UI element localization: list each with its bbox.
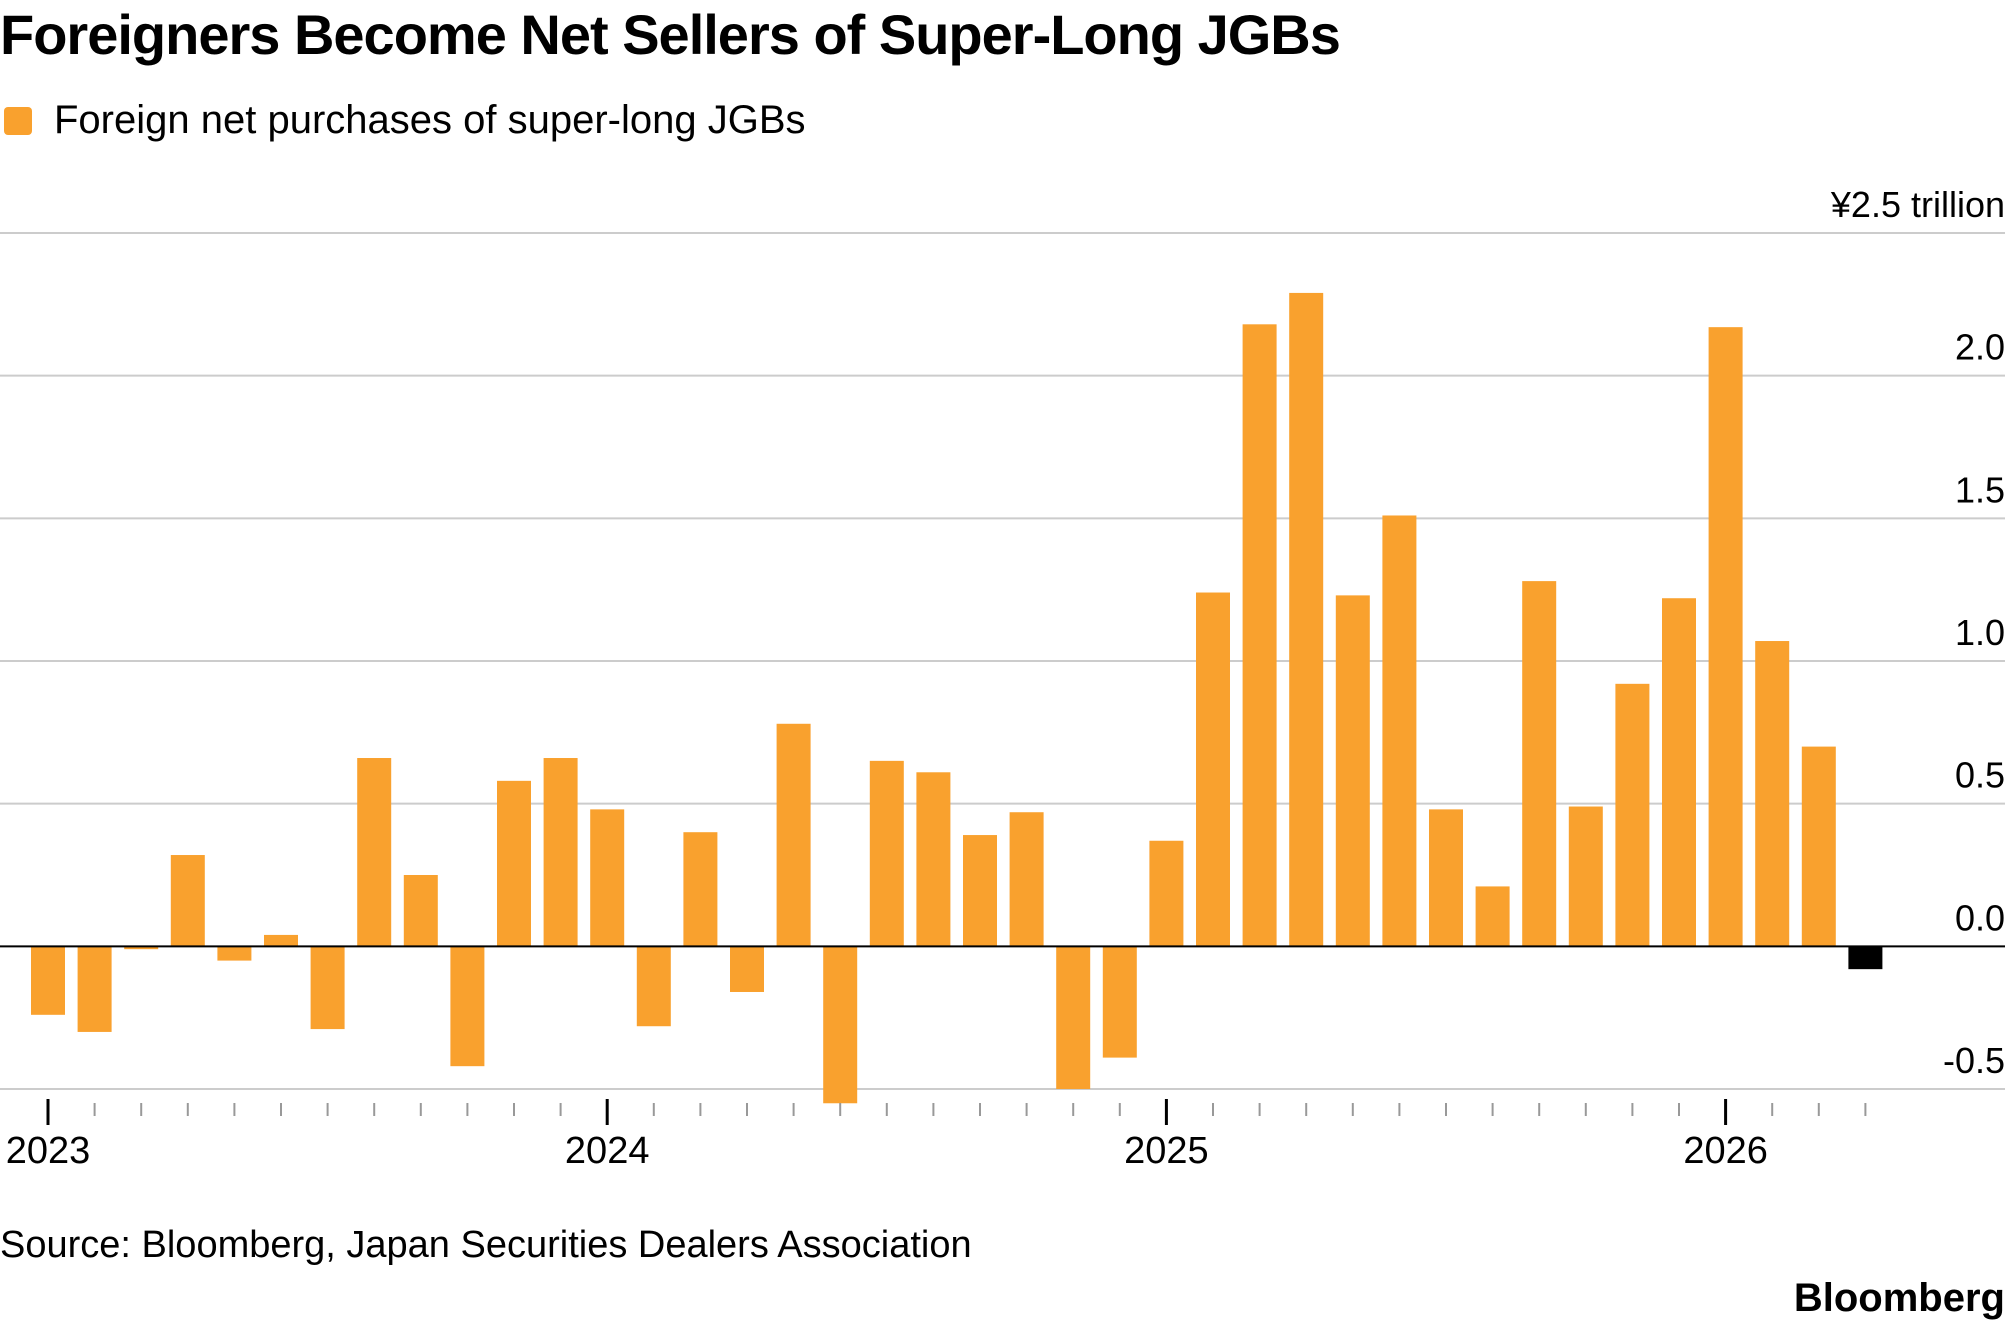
bar-2026-01	[1708, 327, 1743, 947]
legend-label: Foreign net purchases of super-long JGBs	[54, 98, 806, 142]
bar-2023-08	[357, 758, 392, 947]
bar-2025-07	[1429, 809, 1463, 947]
bar-2023-09	[403, 875, 438, 947]
bar-2024-11	[1056, 946, 1091, 1089]
bar-2023-06	[264, 934, 298, 947]
gridlines	[0, 232, 2005, 1090]
bar-2024-05	[776, 723, 811, 947]
bar-2026-02	[1755, 641, 1790, 947]
bar-2025-10	[1568, 806, 1603, 947]
y-tick-label: 1.5	[1955, 469, 2005, 510]
bar-2023-04	[170, 855, 205, 947]
chart-title: Foreigners Become Net Sellers of Super-L…	[0, 3, 1341, 66]
bar-2025-04	[1289, 292, 1324, 947]
bar-2025-03	[1242, 324, 1277, 947]
bloomberg-logo: Bloomberg	[1793, 1276, 2005, 1320]
bars	[31, 292, 1883, 1104]
bar-2023-03	[124, 946, 159, 950]
bar-2023-11	[497, 780, 531, 947]
bar-2025-08	[1475, 886, 1510, 947]
bar-2024-02	[636, 946, 671, 1027]
x-tick-label: 2023	[6, 1130, 91, 1172]
bar-2024-08	[916, 772, 951, 947]
y-tick-label: 2.0	[1955, 327, 2005, 368]
bar-2023-07	[310, 946, 345, 1030]
bar-2025-09	[1522, 581, 1557, 947]
bar-2024-04	[730, 946, 764, 992]
bar-2024-01	[590, 809, 625, 947]
x-axis: 2023 2024 2025 2026	[6, 1099, 1867, 1172]
bar-2025-05	[1335, 595, 1370, 947]
bar-2023-10	[450, 946, 485, 1067]
bar-2025-06	[1382, 515, 1417, 947]
bar-2024-07	[869, 760, 904, 947]
source-note: Source: Bloomberg, Japan Securities Deal…	[0, 1224, 972, 1266]
bar-2024-09	[963, 835, 997, 947]
x-tick-label: 2025	[1124, 1130, 1209, 1172]
bar-2026-04	[1848, 946, 1883, 970]
bar-2023-02	[77, 946, 112, 1032]
legend-swatch-foreign-net-purchases	[4, 106, 32, 135]
legend: Foreign net purchases of super-long JGBs	[4, 98, 806, 143]
bar-2026-03	[1801, 746, 1836, 947]
bar-2024-10	[1009, 812, 1044, 947]
bar-2025-02	[1196, 592, 1230, 947]
bar-2024-06	[823, 946, 858, 1104]
bar-2024-03	[683, 832, 718, 947]
x-tick-label: 2024	[565, 1130, 650, 1172]
y-tick-label: 1.0	[1955, 612, 2005, 653]
bar-2025-12	[1662, 598, 1696, 947]
bar-2024-12	[1102, 946, 1137, 1058]
bar-2023-05	[217, 946, 252, 961]
y-tick-label: -0.5	[1943, 1040, 2005, 1081]
y-tick-label: ¥2.5 trillion	[1830, 184, 2005, 225]
bar-2025-01	[1149, 840, 1184, 947]
y-tick-label: 0.5	[1955, 755, 2005, 796]
y-tick-label: 0.0	[1955, 897, 2005, 938]
bar-2023-12	[543, 758, 578, 947]
y-axis-ticks: ¥2.5 trillion 2.0 1.5 1.0 0.5 0.0 -0.5	[1830, 184, 2005, 1081]
bar-2025-11	[1615, 683, 1650, 947]
x-tick-label: 2026	[1683, 1130, 1768, 1172]
bar-2023-01	[31, 946, 65, 1015]
